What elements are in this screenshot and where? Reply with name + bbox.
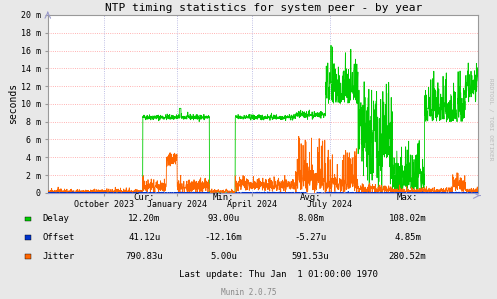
Text: Max:: Max: <box>397 193 418 202</box>
Text: 5.00u: 5.00u <box>210 252 237 261</box>
Text: Offset: Offset <box>42 233 75 242</box>
Text: Cur:: Cur: <box>133 193 155 202</box>
Text: RRDTOOL / TOBI OETIKER: RRDTOOL / TOBI OETIKER <box>488 78 493 161</box>
Text: Delay: Delay <box>42 214 69 223</box>
Text: 12.20m: 12.20m <box>128 214 160 223</box>
Text: 4.85m: 4.85m <box>394 233 421 242</box>
Text: 591.53u: 591.53u <box>292 252 330 261</box>
Text: 790.83u: 790.83u <box>125 252 163 261</box>
Text: -5.27u: -5.27u <box>295 233 327 242</box>
Text: 93.00u: 93.00u <box>208 214 240 223</box>
Text: Jitter: Jitter <box>42 252 75 261</box>
Text: Munin 2.0.75: Munin 2.0.75 <box>221 288 276 297</box>
Text: 280.52m: 280.52m <box>389 252 426 261</box>
Y-axis label: seconds: seconds <box>8 83 18 124</box>
Text: 8.08m: 8.08m <box>297 214 324 223</box>
Title: NTP timing statistics for system peer - by year: NTP timing statistics for system peer - … <box>104 3 422 13</box>
Text: 41.12u: 41.12u <box>128 233 160 242</box>
Text: -12.16m: -12.16m <box>205 233 243 242</box>
Text: Avg:: Avg: <box>300 193 322 202</box>
Text: Min:: Min: <box>213 193 235 202</box>
Text: 108.02m: 108.02m <box>389 214 426 223</box>
Text: Last update: Thu Jan  1 01:00:00 1970: Last update: Thu Jan 1 01:00:00 1970 <box>179 270 378 279</box>
